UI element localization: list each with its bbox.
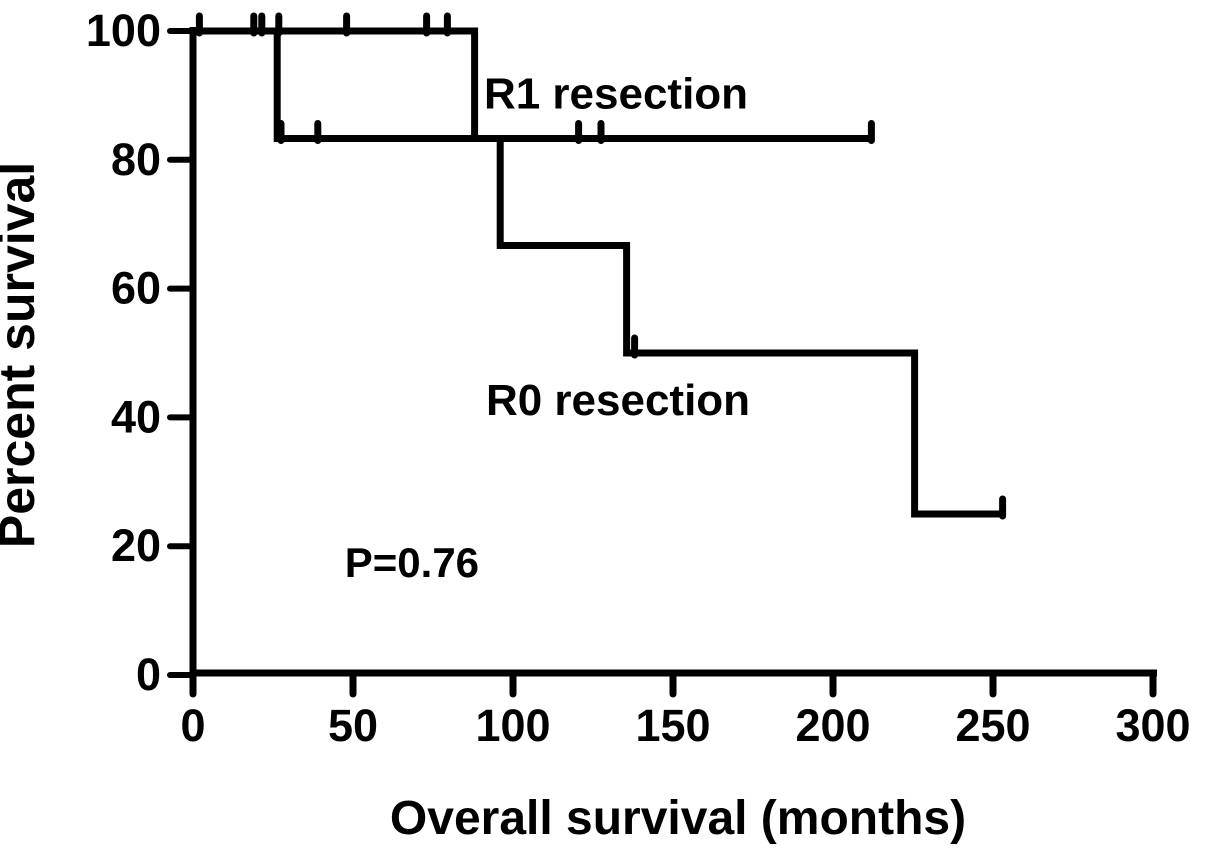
curves-layer — [193, 27, 1005, 518]
x-tick-label: 100 — [475, 700, 550, 751]
y-tick-label: 40 — [111, 391, 161, 442]
x-tick-label: 200 — [795, 700, 870, 751]
censor-marks-layer — [195, 12, 1007, 520]
annotation-layer: R1 resection R0 resection P=0.76 — [345, 69, 750, 586]
x-tick-label: 50 — [328, 700, 378, 751]
annotation-r1-label: R1 resection — [484, 69, 748, 118]
x-axis-title: Overall survival (months) — [390, 792, 966, 845]
y-tick-label: 80 — [111, 134, 161, 185]
y-tick-label: 60 — [111, 263, 161, 314]
x-tick-label: 0 — [180, 700, 205, 751]
y-tick-label: 100 — [86, 5, 161, 56]
x-tick-label: 300 — [1115, 700, 1190, 751]
annotation-r0-label: R0 resection — [486, 376, 750, 425]
y-tick-label: 0 — [136, 649, 161, 700]
y-axis-title: Percent survival — [0, 162, 45, 548]
x-tick-label: 250 — [955, 700, 1030, 751]
r0-resection-curve — [193, 27, 1005, 518]
annotation-p-value: P=0.76 — [345, 539, 479, 586]
axes-layer: 0 50 100 150 200 250 300 0 20 40 60 80 100 — [86, 5, 1191, 751]
y-tick-label: 20 — [111, 520, 161, 571]
x-tick-label: 150 — [635, 700, 710, 751]
